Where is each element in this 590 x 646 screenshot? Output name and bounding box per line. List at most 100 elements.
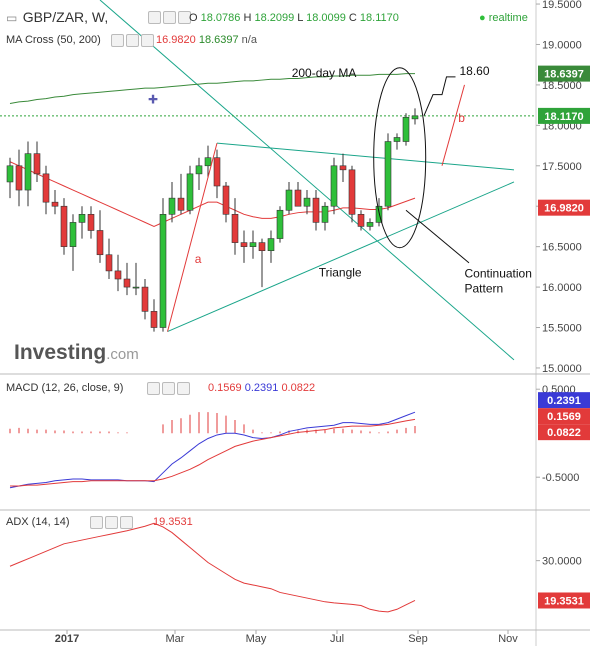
ma-values: 16.9820 18.6397 n/a	[156, 34, 257, 46]
candle	[339, 153, 347, 182]
macd-line-value: 0.2391	[244, 382, 279, 394]
settings-icon[interactable]	[162, 382, 175, 395]
target-label: 18.60	[460, 64, 490, 78]
macd-values: 0.1569 0.2391 0.0822	[208, 382, 315, 394]
candle	[168, 181, 176, 223]
candle-body-down	[222, 185, 230, 215]
candle	[393, 133, 401, 150]
x-tick-label: Nov	[498, 633, 518, 645]
close-icon[interactable]	[141, 34, 154, 47]
legend-row-main: ▭ GBP/ZAR, W,	[6, 9, 108, 25]
candle-body-down	[33, 153, 41, 175]
investing-logo: Investing.com	[14, 341, 139, 365]
price-tag-hist: 0.0822	[547, 427, 581, 439]
candle	[240, 230, 248, 263]
close-icon[interactable]	[177, 382, 190, 395]
ma-controls	[111, 34, 156, 48]
price-tag-adx: 19.3531	[544, 595, 584, 607]
price-tag-ma50-bg	[538, 199, 590, 216]
candle	[60, 198, 68, 255]
candle-body-up	[303, 197, 311, 207]
candle-body-up	[6, 165, 14, 183]
candle	[24, 141, 32, 207]
candle-body-up	[411, 115, 419, 120]
candle-body-down	[141, 286, 149, 312]
candle	[267, 230, 275, 263]
candle-body-up	[366, 222, 374, 227]
adx-values: 19.3531	[153, 516, 193, 528]
trend-line-rising	[167, 181, 515, 333]
candle	[159, 198, 167, 332]
close-icon[interactable]	[120, 516, 133, 529]
symbol-label[interactable]: GBP/ZAR, W,	[22, 9, 109, 25]
candle-body-up	[195, 165, 203, 175]
ma200-value: 18.6397	[198, 34, 239, 46]
annotation-label-a: a	[195, 252, 202, 266]
candle	[213, 149, 221, 199]
candle-body-down	[312, 197, 320, 223]
candle-body-down	[60, 205, 68, 247]
price-tag-signal: 0.1569	[547, 411, 581, 423]
candle	[78, 206, 86, 239]
candle	[366, 218, 374, 231]
candle	[258, 238, 266, 288]
trend-line-falling	[99, 0, 515, 361]
candle-body-up	[402, 116, 410, 142]
collapse-icon[interactable]: ▭	[6, 11, 18, 25]
c-value: 18.1170	[359, 12, 399, 24]
candle-body-down	[240, 242, 248, 247]
close-icon[interactable]	[178, 11, 191, 24]
candle	[357, 210, 365, 231]
settings-icon[interactable]	[163, 11, 176, 24]
candle-body-down	[339, 165, 347, 171]
candle	[6, 157, 14, 199]
price-tag-last-bg	[538, 107, 590, 124]
settings-icon[interactable]	[105, 516, 118, 529]
c-label: C	[348, 12, 357, 24]
y-tick-label: 16.0000	[542, 282, 582, 294]
eye-icon[interactable]	[148, 11, 161, 24]
candle-body-up	[204, 157, 212, 167]
macd-title[interactable]: MACD (12, 26, close, 9)	[6, 382, 124, 394]
y-tick-label: 19.5000	[542, 0, 582, 11]
triangle-label: Triangle	[319, 266, 362, 280]
price-tag-ma200: 18.6397	[544, 69, 584, 81]
candle-body-up	[24, 153, 32, 191]
eye-icon[interactable]	[90, 516, 103, 529]
crosshair-marker: ✚	[148, 93, 158, 107]
candle	[15, 149, 23, 207]
settings-icon[interactable]	[126, 34, 139, 47]
o-value: 18.0786	[200, 12, 241, 24]
macd-controls	[147, 382, 192, 396]
candle-body-down	[87, 214, 95, 231]
candle	[42, 165, 50, 215]
price-tag-macd: 0.2391	[547, 395, 581, 407]
candle	[330, 157, 338, 215]
candle	[150, 299, 158, 332]
candle	[114, 254, 122, 292]
x-tick-label: May	[246, 633, 267, 645]
candle-body-down	[348, 169, 356, 215]
h-label: H	[243, 12, 252, 24]
candle-body-up	[186, 173, 194, 211]
price-tag-hist-bg	[538, 424, 590, 441]
macd-line	[9, 411, 416, 489]
candle	[51, 190, 59, 215]
candle	[177, 173, 185, 215]
ma-cross-title[interactable]: MA Cross (50, 200)	[6, 34, 101, 46]
legend-macd: MACD (12, 26, close, 9)	[6, 382, 123, 394]
candle-body-down	[177, 197, 185, 211]
macd-tick-label: -0.5000	[542, 472, 579, 484]
eye-icon[interactable]	[147, 382, 160, 395]
y-tick-label: 15.0000	[542, 363, 582, 375]
ma50-value: 16.9820	[156, 34, 196, 46]
x-tick-label: 2017	[55, 633, 79, 645]
macd-hist-value: 0.0822	[281, 382, 316, 394]
y-tick-label: 17.5000	[542, 161, 582, 173]
x-tick-label: Sep	[408, 633, 428, 645]
eye-icon[interactable]	[111, 34, 124, 47]
continuation-label-1: Continuation	[465, 266, 532, 280]
realtime-label: realtime	[488, 12, 528, 24]
price-tag-signal-bg	[538, 408, 590, 425]
adx-title[interactable]: ADX (14, 14)	[6, 516, 70, 528]
